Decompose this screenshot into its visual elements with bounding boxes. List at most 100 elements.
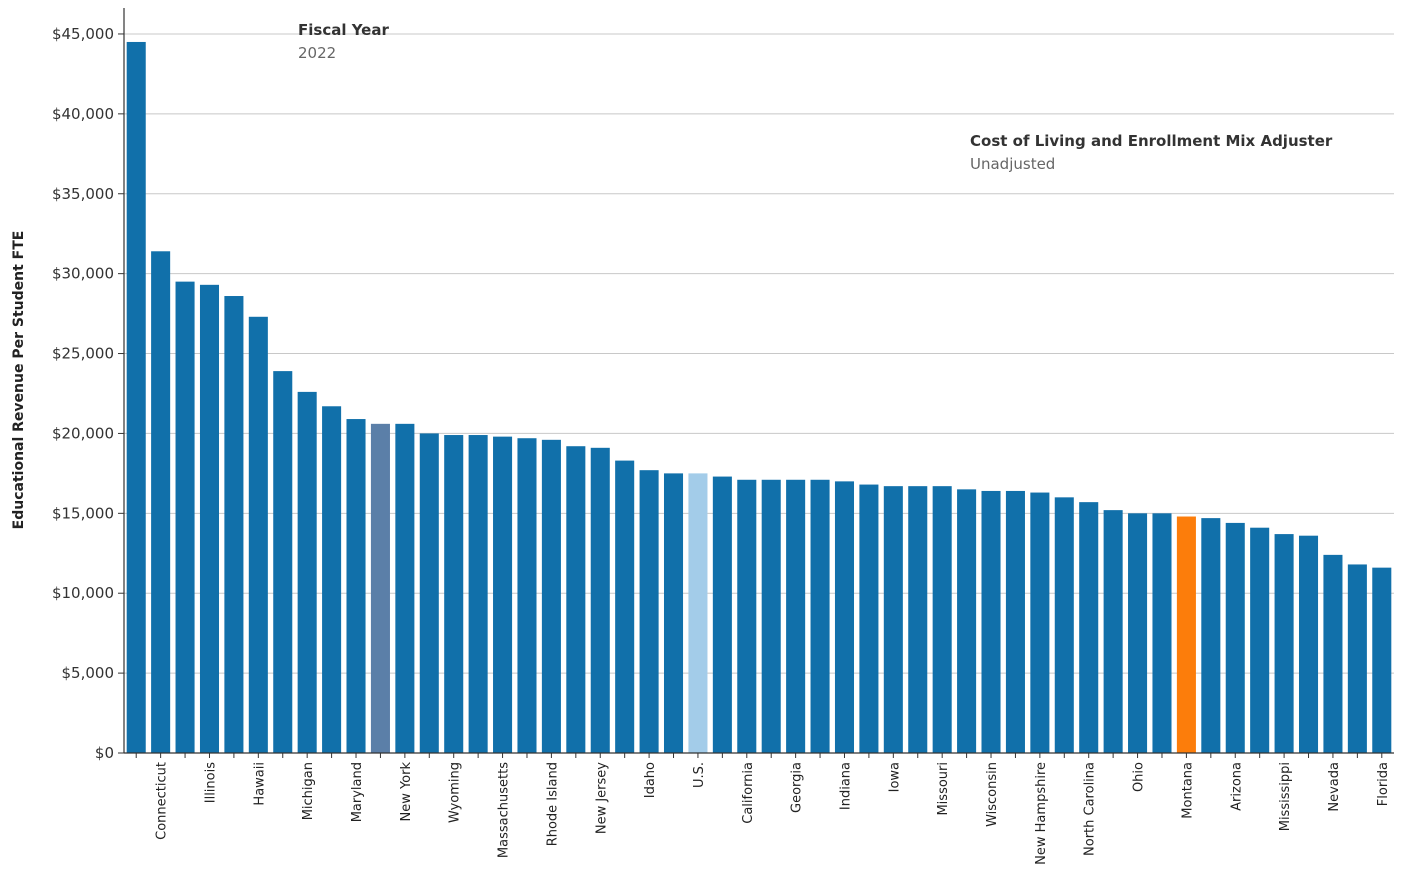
y-tick-label: $0 (95, 744, 114, 762)
bar[interactable] (541, 439, 561, 753)
x-category-label: Missouri (936, 762, 951, 816)
bar[interactable] (590, 447, 610, 753)
bar[interactable] (248, 316, 268, 753)
bar[interactable] (151, 251, 171, 753)
y-tick-labels: $0 $5,000 $10,000 $15,000 $20,000 $25,000 $30,… (52, 25, 114, 762)
bar[interactable] (1030, 492, 1050, 753)
bar[interactable] (663, 473, 684, 753)
x-category-label: Arizona (1229, 762, 1244, 811)
axes (123, 8, 1394, 754)
bar[interactable] (712, 476, 732, 753)
bar[interactable] (346, 419, 366, 753)
y-axis-title: Educational Revenue Per Student FTE (11, 231, 27, 530)
x-category-label: Florida (1376, 762, 1391, 806)
x-category-label: North Carolina (1083, 762, 1098, 856)
x-category-label: Montana (1180, 762, 1195, 819)
adjuster-value: Unadjusted (970, 155, 1056, 173)
x-category-label: Maryland (350, 762, 365, 822)
y-tick-label: $40,000 (52, 105, 114, 123)
x-category-label: Wisconsin (985, 762, 1000, 827)
x-category-label: Rhode Island (545, 762, 560, 846)
fiscal-year-value: 2022 (298, 44, 337, 62)
bar[interactable] (981, 490, 1001, 753)
y-tick-label: $35,000 (52, 185, 114, 203)
adjuster-title: Cost of Living and Enrollment Mix Adjust… (970, 132, 1333, 150)
x-category-label: Hawaii (252, 762, 267, 806)
bar[interactable] (1005, 490, 1025, 753)
x-category-label: U.S. (692, 762, 707, 788)
fiscal-year-title: Fiscal Year (298, 21, 389, 39)
bar[interactable] (1079, 502, 1099, 753)
bar[interactable] (322, 406, 342, 753)
bar[interactable] (883, 486, 903, 753)
bar[interactable] (639, 470, 659, 753)
bar[interactable] (517, 438, 537, 753)
bar[interactable] (419, 433, 439, 753)
bar[interactable] (224, 296, 244, 753)
x-category-label: Wyoming (448, 762, 463, 823)
bar[interactable] (297, 391, 317, 753)
x-category-label: Ohio (1132, 762, 1147, 792)
bar[interactable] (932, 486, 952, 753)
bar[interactable] (126, 41, 146, 753)
x-category-label: California (741, 762, 756, 824)
bar[interactable] (761, 479, 781, 753)
bar[interactable] (175, 281, 195, 753)
x-category-label: Iowa (887, 762, 902, 792)
bar[interactable] (1103, 510, 1123, 753)
y-tick-label: $30,000 (52, 265, 114, 283)
x-category-label: Idaho (643, 762, 658, 798)
bar[interactable] (615, 460, 635, 753)
y-tick-label: $45,000 (52, 25, 114, 43)
bar[interactable] (737, 479, 757, 753)
bar[interactable] (834, 481, 855, 753)
x-category-label: Connecticut (155, 762, 170, 840)
bar[interactable] (908, 486, 928, 753)
x-category-labels: Connecticut Illinois Hawaii Michigan Marylan… (135, 753, 1391, 865)
y-tick-label: $15,000 (52, 504, 114, 522)
x-category-label: Massachusetts (497, 762, 512, 858)
adjuster-legend[interactable]: Cost of Living and Enrollment Mix Adjust… (970, 132, 1332, 173)
bar[interactable] (1323, 554, 1343, 753)
bar[interactable] (1347, 564, 1367, 753)
bar[interactable] (1225, 522, 1245, 753)
bar[interactable] (1298, 535, 1319, 753)
bar[interactable] (1054, 497, 1074, 753)
bar[interactable] (273, 371, 293, 753)
x-category-label: Nevada (1327, 762, 1342, 812)
bar[interactable] (1152, 513, 1172, 753)
bar[interactable] (493, 436, 513, 753)
y-tick-label: $5,000 (62, 664, 115, 682)
x-category-label: Georgia (790, 762, 805, 813)
bar[interactable] (1128, 513, 1148, 753)
bar[interactable] (1372, 567, 1392, 753)
x-category-label: Mississippi (1278, 762, 1293, 831)
fiscal-year-legend[interactable]: Fiscal Year 2022 (298, 21, 389, 62)
bar[interactable] (786, 479, 806, 753)
bar[interactable] (566, 446, 586, 753)
bar[interactable] (1274, 534, 1294, 753)
x-category-label: New York (399, 762, 414, 822)
y-tick-label: $10,000 (52, 584, 114, 602)
bar[interactable] (957, 489, 977, 753)
bar[interactable] (810, 479, 830, 753)
bar[interactable] (199, 284, 220, 753)
bar[interactable] (468, 435, 488, 753)
bar[interactable] (370, 423, 390, 753)
bar[interactable] (395, 423, 415, 753)
bar[interactable] (1201, 518, 1221, 753)
bar[interactable] (1250, 527, 1270, 753)
x-category-label: New Jersey (594, 762, 609, 834)
x-category-label: Michigan (301, 762, 316, 820)
bar[interactable] (859, 484, 879, 753)
bar[interactable] (1176, 516, 1196, 753)
y-tick-label: $25,000 (52, 345, 114, 363)
x-category-label: New Hampshire (1034, 762, 1049, 865)
x-category-label: Indiana (838, 762, 853, 810)
y-tick-label: $20,000 (52, 424, 114, 442)
x-category-label: Illinois (203, 762, 218, 803)
bar[interactable] (444, 435, 464, 753)
bars (126, 41, 1392, 753)
bar[interactable] (688, 473, 708, 753)
